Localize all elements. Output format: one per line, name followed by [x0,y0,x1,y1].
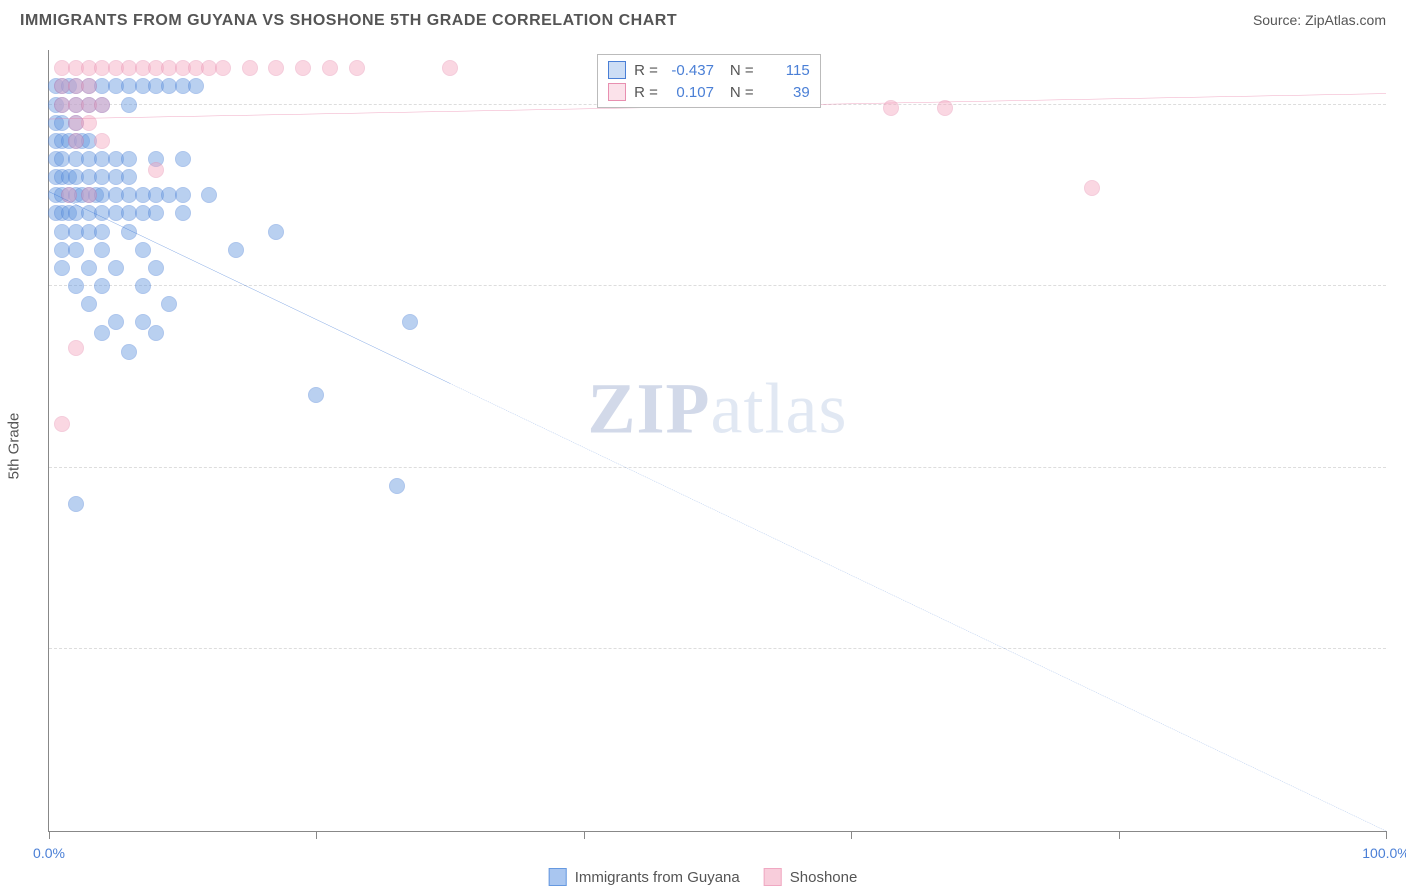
x-tick-label: 100.0% [1362,845,1406,861]
chart-title: IMMIGRANTS FROM GUYANA VS SHOSHONE 5TH G… [20,12,677,30]
y-tick-label: 95.0% [1400,262,1406,278]
series-swatch [608,61,626,79]
legend-swatch [764,868,782,886]
r-value: 0.107 [666,84,714,101]
legend-item: Immigrants from Guyana [549,868,740,886]
r-value: -0.437 [666,62,714,79]
trend-line-solid [49,192,450,384]
y-tick-label: 90.0% [1400,444,1406,460]
x-tick [1119,831,1120,839]
x-tick [49,831,50,839]
x-tick [851,831,852,839]
chart-legend: Immigrants from Guyana Shoshone [549,868,858,886]
legend-item: Shoshone [764,868,858,886]
source-attribution: Source: ZipAtlas.com [1253,12,1386,28]
x-tick [584,831,585,839]
y-tick-label: 100.0% [1400,81,1406,97]
y-tick-label: 85.0% [1400,625,1406,641]
n-value: 115 [762,62,810,79]
r-label: R = [634,84,658,101]
n-value: 39 [762,84,810,101]
n-label: N = [730,62,754,79]
stats-row: R = 0.107 N = 39 [608,81,810,103]
legend-swatch [549,868,567,886]
n-label: N = [730,84,754,101]
r-label: R = [634,62,658,79]
trend-line-dashed [450,383,1386,831]
legend-label: Shoshone [790,869,858,886]
stats-row: R = -0.437 N = 115 [608,59,810,81]
x-tick [1386,831,1387,839]
y-axis-label: 5th Grade [6,413,23,480]
series-swatch [608,83,626,101]
x-tick [316,831,317,839]
x-tick-label: 0.0% [33,845,65,861]
correlation-stats-box: R = -0.437 N = 115 R = 0.107 N = 39 [597,54,821,108]
legend-label: Immigrants from Guyana [575,869,740,886]
chart-plot-area: 85.0%90.0%95.0%100.0%0.0%100.0% ZIPatlas… [48,50,1386,832]
